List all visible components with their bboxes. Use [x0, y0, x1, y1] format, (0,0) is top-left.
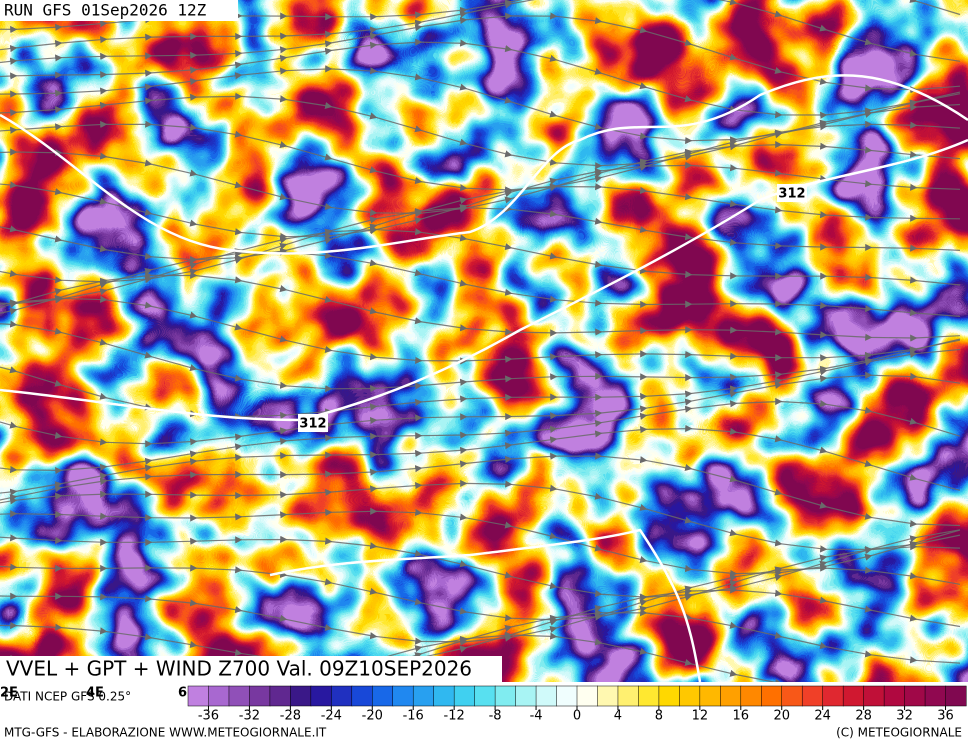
colorbar-swatch: [576, 685, 599, 707]
footer-left: MTG-GFS - ELABORAZIONE WWW.METEOGIORNALE…: [4, 726, 327, 740]
colorbar-tick-label: 12: [692, 709, 709, 724]
contour-label-box: [298, 414, 328, 432]
wind-streamlines: [0, 0, 961, 682]
colorbar-swatch: [494, 685, 517, 707]
colorbar-swatch: [228, 685, 250, 707]
colorbar-swatch: [781, 685, 803, 707]
colorbar-swatch: [801, 685, 824, 707]
colorbar-swatch: [412, 685, 435, 707]
colorbar-swatch: [822, 685, 844, 707]
contour-label-box: [777, 184, 807, 202]
colorbar-tick-label: 20: [773, 709, 790, 724]
colorbar-swatch: [761, 685, 783, 707]
data-source: DATI NCEP GFS 0.25°: [4, 690, 131, 704]
colorbar-tick-label: -28: [280, 709, 301, 724]
colorbar-swatch: [617, 685, 639, 707]
run-label: RUN GFS 01Sep2026 12Z: [4, 1, 207, 20]
title-box: [0, 656, 502, 683]
colorbar-swatch: [249, 685, 271, 707]
colorbar-swatch: [904, 685, 926, 707]
colorbar-swatch: [945, 685, 967, 707]
colorbar-swatch: [720, 685, 742, 707]
colorbar-tick-label: 4: [614, 709, 622, 724]
colorbar-swatch: [556, 685, 578, 707]
colorbar-swatch: [187, 685, 210, 707]
colorbar-swatch: [372, 685, 394, 707]
colorbar: -36 -32 -28 -24 -20 -16 -12 -8 -4 0 4 8 12 16 20 24 28 32…: [187, 685, 967, 724]
contour-label: 312: [299, 417, 326, 432]
colorbar-swatch: [699, 685, 721, 707]
colorbar-swatch: [740, 685, 762, 707]
colorbar-swatch: [474, 685, 496, 707]
vvel-shading: [0, 0, 968, 682]
map-field: 312 312: [0, 0, 968, 682]
colorbar-swatch: [883, 685, 906, 707]
colorbar-tick-label: 16: [733, 709, 750, 724]
colorbar-swatch: [842, 685, 865, 707]
lon-label: 2E: [0, 686, 18, 701]
colorbar-swatch: [924, 685, 947, 707]
contour-label: 312: [778, 187, 805, 202]
colorbar-swatch: [535, 685, 558, 707]
colorbar-swatch: [392, 685, 414, 707]
colorbar-swatch: [351, 685, 373, 707]
colorbar-tick-label: 24: [814, 709, 831, 724]
colorbar-tick-label: 28: [855, 709, 872, 724]
colorbar-tick-label: -16: [403, 709, 424, 724]
colorbar-swatch: [269, 685, 291, 707]
colorbar-tick-label: -20: [362, 709, 383, 724]
contour-line: [0, 74, 968, 255]
streamline: [9, 631, 918, 682]
colorbar-swatch: [638, 685, 660, 707]
colorbar-tick-label: -32: [239, 709, 260, 724]
colorbar-tick-label: -24: [321, 709, 342, 724]
colorbar-tick-label: 8: [655, 709, 663, 724]
contour-line: [269, 528, 702, 682]
contour-line: [0, 138, 968, 422]
colorbar-swatch: [597, 685, 619, 707]
colorbar-swatch: [658, 685, 680, 707]
colorbar-tick-label: -12: [444, 709, 465, 724]
colorbar-swatch: [310, 685, 332, 707]
colorbar-tick-label: 0: [573, 709, 581, 724]
colorbar-swatch: [515, 685, 537, 707]
colorbar-tick-label: -36: [198, 709, 219, 724]
colorbar-tick-label: 32: [896, 709, 913, 724]
colorbar-swatch: [863, 685, 885, 707]
colorbar-swatch: [331, 685, 353, 707]
lon-label: 4E: [86, 686, 104, 701]
header-box: [0, 0, 238, 21]
colorbar-swatch: [208, 685, 230, 707]
colorbar-swatch: [433, 685, 455, 707]
colorbar-swatch: [679, 685, 701, 707]
colorbar-tick-label: -8: [489, 709, 502, 724]
map-title: VVEL + GPT + WIND Z700 Val. 09Z10SEP2026: [6, 657, 472, 681]
footer-right: (C) METEOGIORNALE: [836, 726, 962, 740]
colorbar-tick-label: -4: [530, 709, 543, 724]
colorbar-swatch: [453, 685, 476, 707]
colorbar-swatch: [290, 685, 312, 707]
colorbar-tick-label: 36: [937, 709, 954, 724]
